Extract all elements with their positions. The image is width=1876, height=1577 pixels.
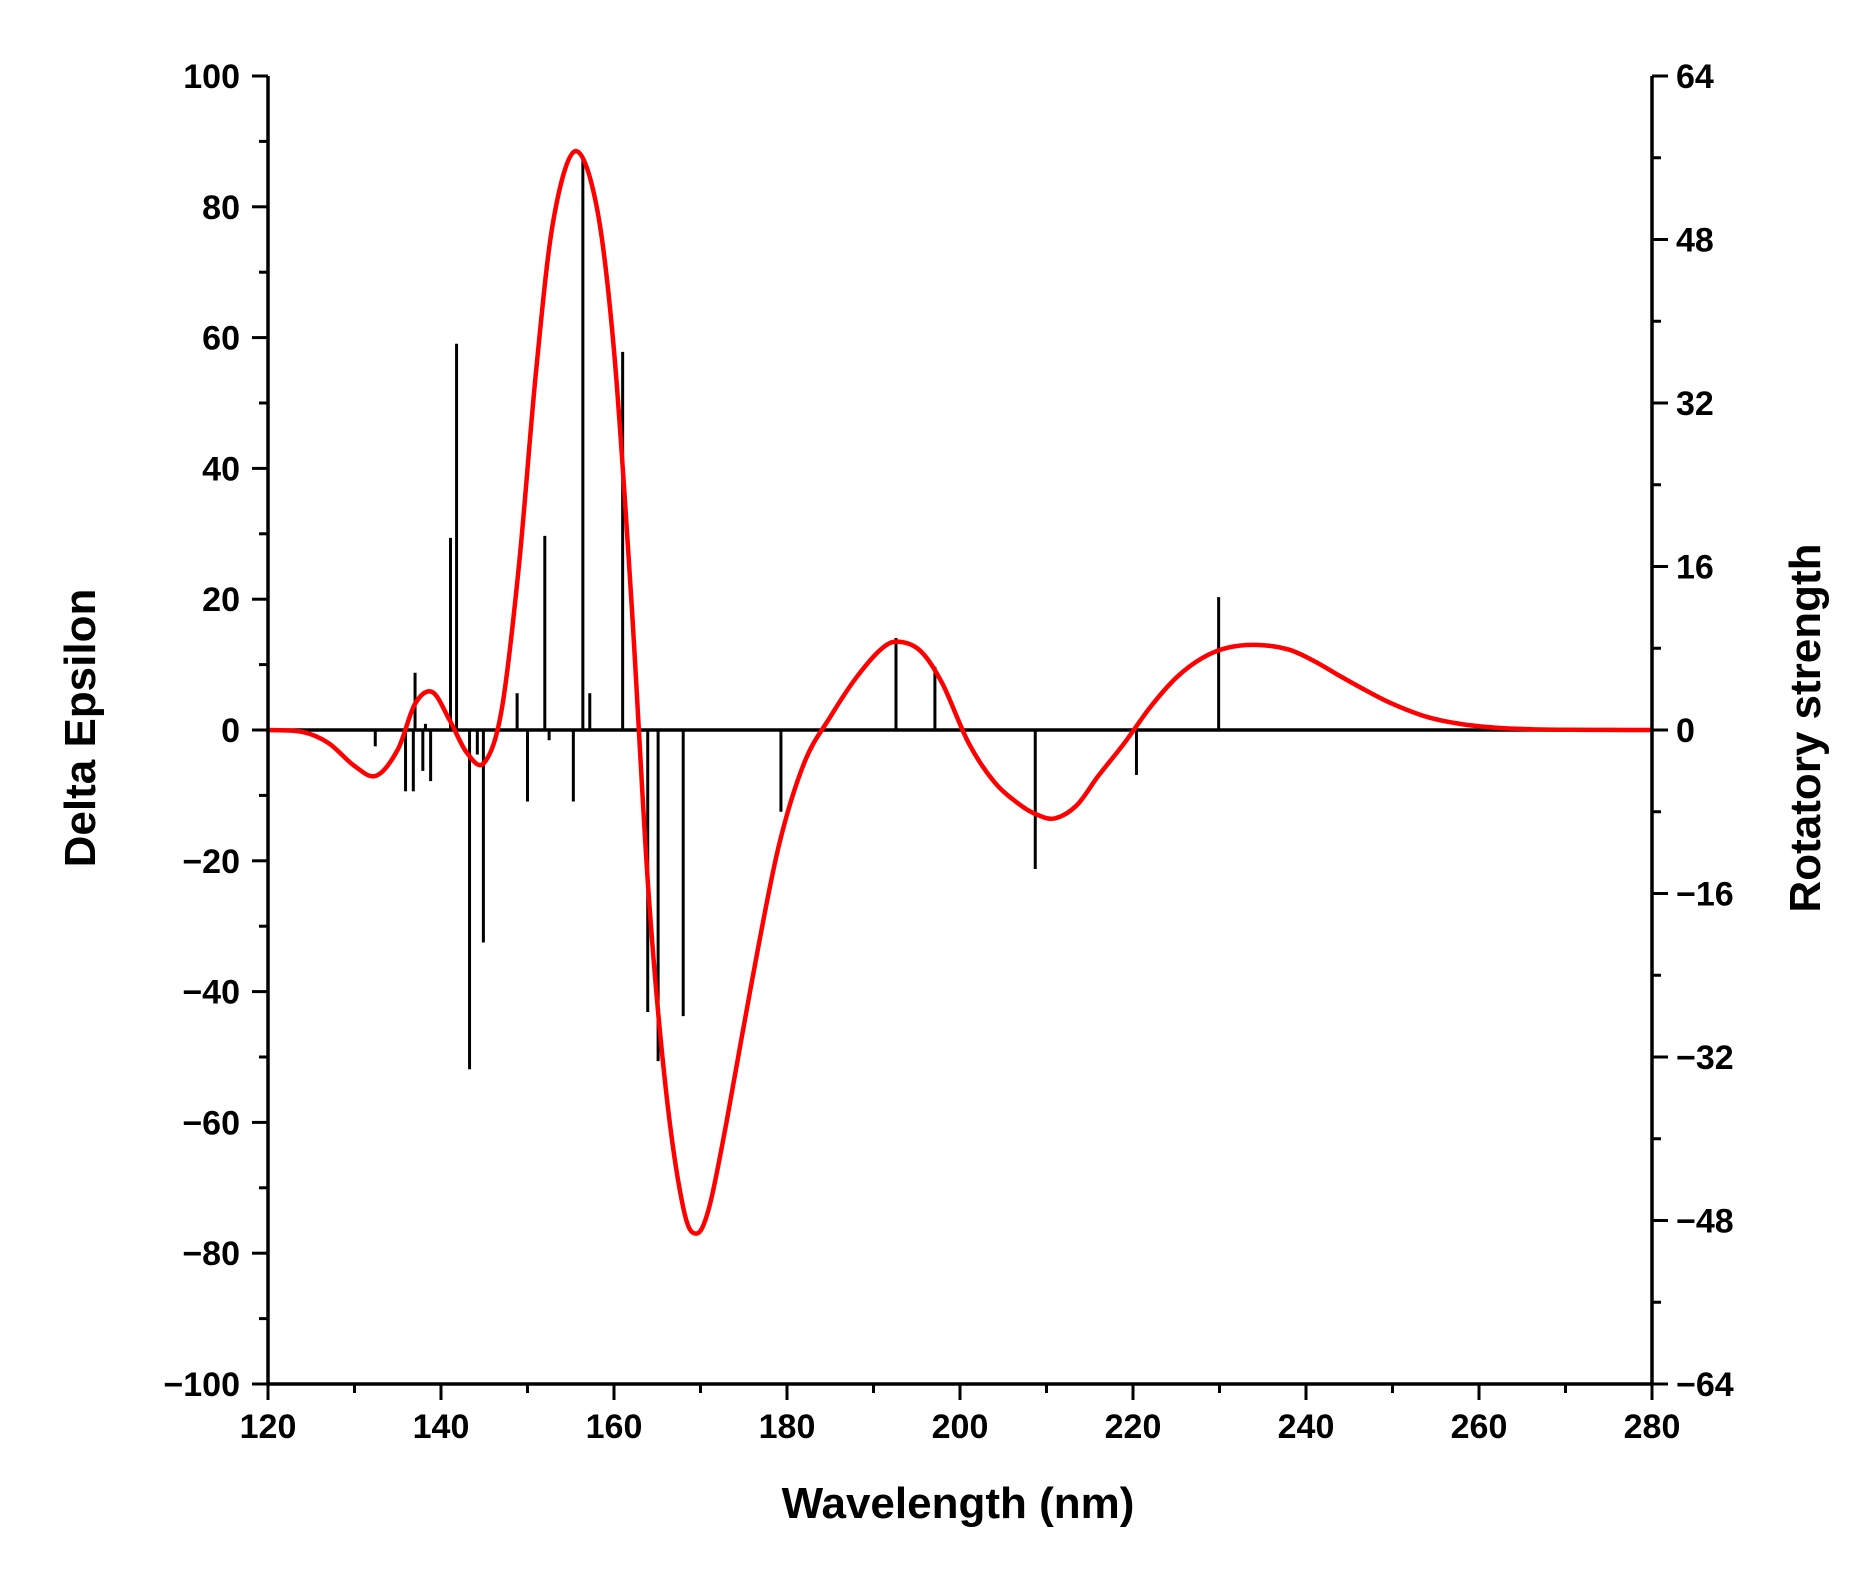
x-tick-label: 260 <box>1451 1408 1508 1446</box>
y-axis-title: Delta Epsilon <box>56 589 105 868</box>
y-tick-label: −80 <box>182 1235 240 1273</box>
y2-tick-label: −16 <box>1676 876 1734 914</box>
y2-tick-label: 32 <box>1676 385 1714 423</box>
x-tick-label: 280 <box>1624 1408 1681 1446</box>
x-tick-label: 200 <box>932 1408 989 1446</box>
y-tick-label: 0 <box>221 712 240 750</box>
x-axis-title: Wavelength (nm) <box>782 1479 1135 1528</box>
y2-axis-title: Rotatory strength <box>1781 543 1830 912</box>
y-tick-label: 40 <box>202 450 240 488</box>
y2-tick-label: 16 <box>1676 549 1714 587</box>
y-tick-label: −100 <box>163 1366 240 1404</box>
delta-epsilon-curve <box>265 148 1655 1236</box>
x-tick-label: 240 <box>1278 1408 1335 1446</box>
y-tick-label: 60 <box>202 320 240 358</box>
delta-epsilon-curve-layer <box>265 148 1655 1236</box>
x-tick-label: 220 <box>1105 1408 1162 1446</box>
y2-tick-label: −32 <box>1676 1039 1734 1077</box>
x-tick-label: 140 <box>413 1408 470 1446</box>
y-tick-label: −40 <box>182 974 240 1012</box>
y2-tick-label: −64 <box>1676 1366 1734 1404</box>
y2-tick-label: 48 <box>1676 222 1714 260</box>
y-tick-label: 100 <box>183 58 240 96</box>
y-tick-label: −60 <box>182 1104 240 1142</box>
y2-tick-label: 0 <box>1676 712 1695 750</box>
ticks <box>252 74 1668 1400</box>
y-tick-label: −20 <box>182 843 240 881</box>
x-tick-label: 180 <box>759 1408 816 1446</box>
tick-labels: 120 140 160 180 200 220 240 260 280−100−80−60−40… <box>163 58 1733 1446</box>
x-tick-label: 160 <box>586 1408 643 1446</box>
y2-tick-label: 64 <box>1676 58 1714 96</box>
y2-tick-label: −48 <box>1676 1203 1734 1241</box>
y-tick-label: 20 <box>202 581 240 619</box>
y-tick-label: 80 <box>202 189 240 227</box>
x-tick-label: 120 <box>240 1408 297 1446</box>
